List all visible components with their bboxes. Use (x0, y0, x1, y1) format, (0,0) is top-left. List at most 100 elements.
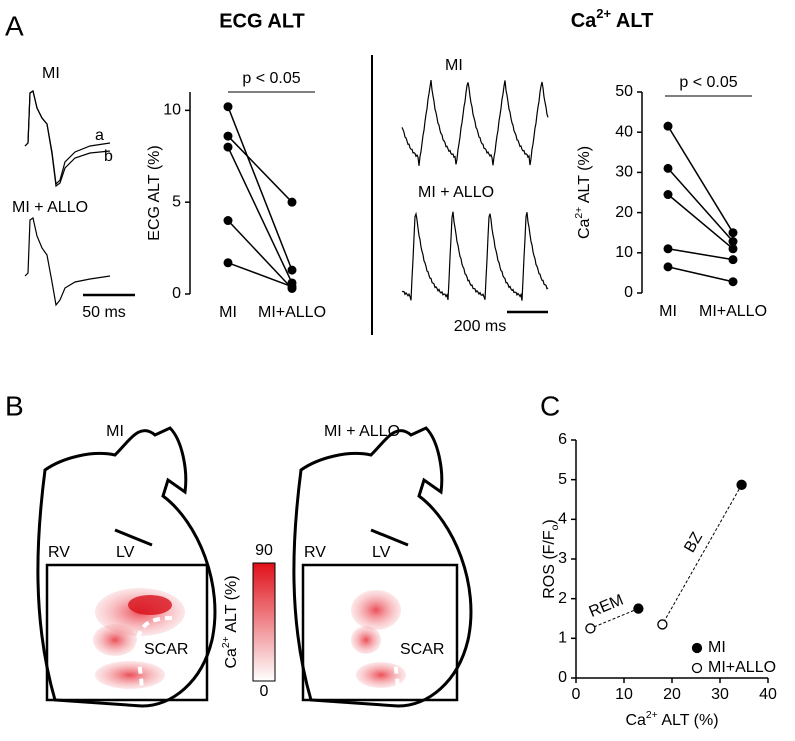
heart-map: RV LV SCAR (292, 426, 473, 708)
colorbar-tick: 90 (255, 542, 273, 559)
y-tick-label: 0 (558, 669, 567, 686)
point (223, 131, 233, 141)
chart-title-part: ALT (611, 10, 653, 32)
y-tick-label: 5 (558, 471, 567, 488)
y-tick-label: 50 (615, 83, 633, 100)
x-tick-label: 10 (615, 686, 633, 703)
point (736, 479, 747, 490)
point (585, 623, 596, 634)
colorbar-label-part: Ca (223, 648, 240, 669)
legend-marker (691, 642, 703, 654)
colorbar-label-part: ALT (%) (223, 575, 240, 636)
y-tick-label: 30 (615, 164, 633, 181)
x-tick-label: MI+ALLO (699, 303, 767, 320)
point (223, 102, 233, 112)
trace-label: MI (445, 57, 463, 74)
condition-label: MI + ALLO (324, 423, 400, 440)
chart-title: ECG ALT (219, 10, 305, 32)
point (663, 244, 673, 254)
y-tick-label: 40 (615, 123, 633, 140)
point (287, 197, 297, 207)
panel-label: A (5, 10, 24, 41)
legend-label: MI+ALLO (708, 659, 776, 676)
y-tick-label: 3 (558, 550, 567, 567)
y-tick-label: 10 (615, 244, 633, 261)
y-axis-label-part: Ca (576, 218, 593, 239)
point (728, 237, 738, 247)
region-label: SCAR (400, 641, 444, 658)
colorbar-tick: 0 (260, 683, 269, 700)
chart-title-part: 2+ (596, 6, 611, 21)
scale-label: 50 ms (82, 304, 126, 321)
colorbar-label-part: 2+ (221, 636, 232, 648)
curve-label: a (95, 127, 104, 144)
chart-title: Ca2+ ALT (571, 6, 654, 32)
point (663, 262, 673, 272)
scale-label: 200 ms (454, 318, 506, 335)
region-label: SCAR (144, 641, 188, 658)
y-tick-label: 20 (615, 204, 633, 221)
connector (590, 608, 639, 629)
colorbar-label: Ca2+ ALT (%) (221, 575, 240, 668)
y-axis-label: ECG ALT (%) (146, 145, 163, 240)
annotation: BZ (681, 529, 706, 555)
point (287, 282, 297, 292)
region-label: LV (116, 544, 135, 561)
x-axis-label-part: ALT (%) (658, 712, 719, 729)
point (287, 265, 297, 275)
heart-map: RV LV SCAR (36, 426, 217, 708)
x-tick-label: MI+ALLO (258, 304, 326, 321)
y-tick-label: 4 (558, 511, 567, 528)
y-axis-label: Ca2+ ALT (%) (574, 146, 593, 239)
point (728, 244, 738, 254)
ecg-trace (24, 217, 111, 307)
x-tick-label: 0 (572, 686, 581, 703)
x-axis-label-part: Ca (625, 712, 646, 729)
y-axis-label: ROS (F/Fo) (541, 519, 561, 599)
y-tick-label: 0 (624, 284, 633, 301)
condition-label: MI (106, 423, 124, 440)
region-label: RV (304, 544, 326, 561)
y-tick-label: 0 (172, 285, 181, 302)
y-tick-label: 2 (558, 590, 567, 607)
x-tick-label: 30 (711, 686, 729, 703)
pair-line (667, 266, 734, 283)
x-tick-label: 20 (663, 686, 681, 703)
point (663, 121, 673, 131)
pair-line (227, 262, 293, 288)
x-tick-label: 40 (759, 686, 777, 703)
trace-label: MI + ALLO (418, 184, 494, 201)
trace-label: MI (42, 65, 60, 82)
panel-label: B (5, 390, 24, 421)
annotation: REM (587, 592, 626, 621)
curve-label: b (104, 148, 113, 165)
pair-line (227, 220, 293, 290)
connector (661, 484, 743, 625)
y-tick-label: 6 (558, 431, 567, 448)
panel-label: C (540, 390, 560, 421)
x-tick-label: MI (659, 303, 677, 320)
x-axis-label: Ca2+ ALT (%) (625, 710, 718, 729)
x-axis-label-part: 2+ (646, 710, 658, 721)
y-axis-label-part: ALT (%) (576, 146, 593, 207)
legend-marker (691, 662, 703, 674)
pair-line (227, 146, 293, 284)
point (223, 258, 233, 268)
y-axis-label-part: ROS (F/F (541, 530, 558, 599)
annotation: p < 0.05 (242, 70, 300, 87)
point (223, 142, 233, 152)
colorbar (252, 562, 276, 682)
trace-label: MI + ALLO (12, 199, 88, 216)
point (663, 163, 673, 173)
region-label: RV (48, 544, 70, 561)
pair-line (667, 167, 734, 243)
region-label: LV (372, 544, 391, 561)
point (657, 619, 668, 630)
legend-label: MI (708, 639, 726, 656)
pair-line (227, 106, 293, 271)
pair-line (667, 248, 734, 261)
annotation: p < 0.05 (679, 74, 737, 91)
point (663, 190, 673, 200)
y-axis-label-part: ) (541, 519, 558, 524)
